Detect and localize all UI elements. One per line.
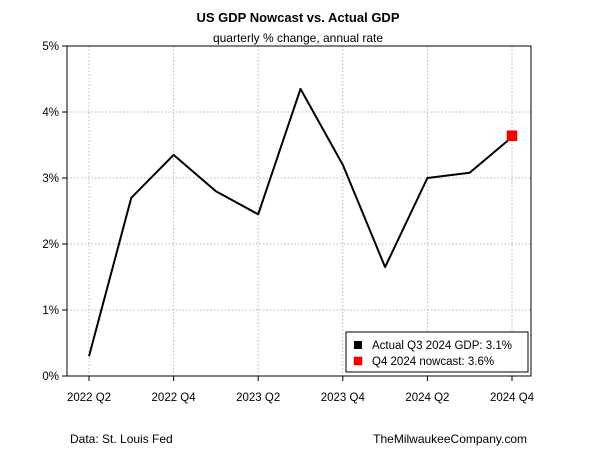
y-tick-label: 1% (42, 305, 59, 317)
x-tick-label: 2024 Q2 (405, 392, 449, 404)
y-tick-label: 2% (42, 239, 59, 251)
legend-swatch-actual (354, 341, 362, 349)
x-tick-label: 2023 Q2 (236, 392, 280, 404)
x-tick-label: 2024 Q4 (490, 392, 535, 404)
y-tick-label: 4% (42, 107, 59, 119)
chart-subtitle: quarterly % change, annual rate (213, 31, 383, 45)
legend: Actual Q3 2024 GDP: 3.1% Q4 2024 nowcast… (345, 331, 529, 373)
grid-lines (67, 45, 531, 377)
website-credit: TheMilwaukeeCompany.com (373, 432, 527, 446)
nowcast-markers (506, 130, 518, 142)
source-note: Data: St. Louis Fed (70, 432, 173, 446)
x-tick-label: 2022 Q2 (67, 392, 111, 404)
legend-swatch-nowcast (353, 356, 363, 366)
legend-box (345, 331, 529, 373)
x-tick-label: 2022 Q4 (152, 392, 197, 404)
nowcast-point (506, 130, 518, 142)
axes: 0% 1% 2% 3% 4% 5% 2022 Q2 2022 Q4 2023 Q2 2023 Q4… (42, 41, 534, 404)
legend-label-nowcast: Q4 2024 nowcast: 3.6% (372, 356, 494, 368)
y-tick-label: 3% (42, 173, 59, 185)
series-lines (88, 87, 513, 357)
x-tick-label: 2023 Q4 (321, 392, 366, 404)
gdp-series-line (88, 87, 513, 357)
chart-title: US GDP Nowcast vs. Actual GDP (196, 10, 399, 25)
y-tick-label: 5% (42, 41, 59, 53)
y-tick-label: 0% (42, 371, 59, 383)
plot-frame (66, 45, 532, 377)
legend-label-actual: Actual Q3 2024 GDP: 3.1% (372, 340, 512, 352)
